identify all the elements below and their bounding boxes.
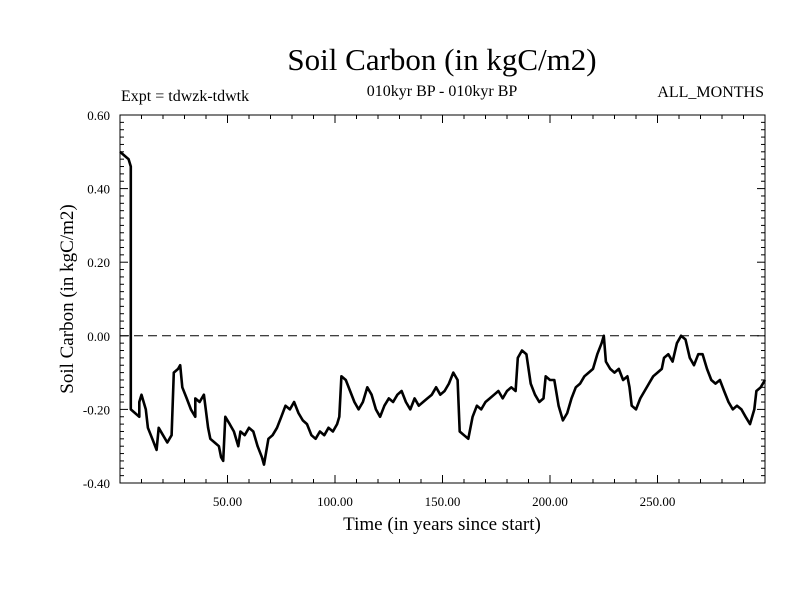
- y-tick-label: -0.20: [83, 402, 110, 417]
- y-tick-label: 0.60: [87, 108, 110, 123]
- x-tick-label: 150.00: [425, 494, 461, 509]
- y-tick-label: -0.40: [83, 476, 110, 491]
- months-label: ALL_MONTHS: [657, 84, 764, 101]
- x-tick-label: 200.00: [532, 494, 568, 509]
- experiment-label: Expt = tdwzk-tdwtk: [121, 88, 250, 105]
- chart-title: Soil Carbon (in kgC/m2): [287, 42, 597, 77]
- y-tick-label: 0.20: [87, 255, 110, 270]
- x-tick-label: 100.00: [317, 494, 353, 509]
- series-line: [119, 150, 767, 466]
- y-tick-label: 0.40: [87, 182, 110, 197]
- x-tick-label: 50.00: [213, 494, 242, 509]
- plot-frame: [119, 114, 766, 484]
- chart-subtitle: 010kyr BP - 010kyr BP: [366, 83, 518, 100]
- x-tick-label: 250.00: [640, 494, 676, 509]
- y-tick-label: 0.00: [87, 329, 110, 344]
- x-axis-label: Time (in years since start): [343, 514, 541, 535]
